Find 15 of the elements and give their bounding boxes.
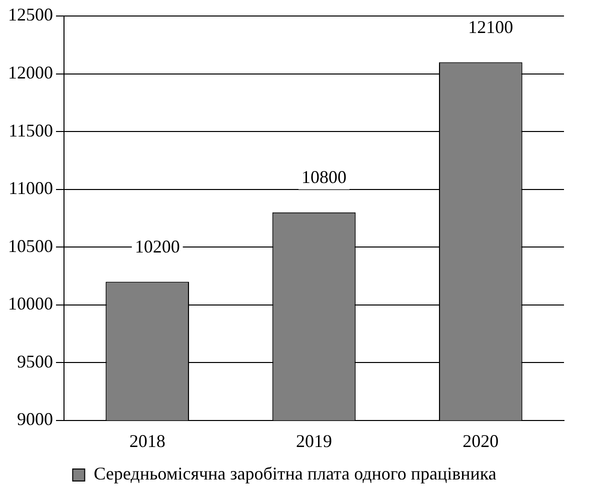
data-label: 12100 <box>468 16 514 37</box>
data-label: 10200 <box>134 236 180 256</box>
y-tick-label: 11000 <box>8 178 53 198</box>
y-tick-label: 9000 <box>17 409 53 430</box>
y-tick-label: 9500 <box>17 351 53 372</box>
y-tick-label: 11500 <box>8 120 53 140</box>
y-tick-label: 12500 <box>8 4 53 25</box>
y-tick-label: 10000 <box>8 294 53 314</box>
x-tick-label: 2020 <box>462 430 499 451</box>
data-label: 10800 <box>302 167 346 188</box>
legend-label: Середньомісячна заробітна плата одного працівника <box>94 464 496 484</box>
y-tick-label: 10500 <box>8 236 53 256</box>
x-tick-label: 2018 <box>129 430 166 451</box>
y-tick-label: 12000 <box>8 62 53 83</box>
x-tick-label: 2019 <box>296 430 332 451</box>
